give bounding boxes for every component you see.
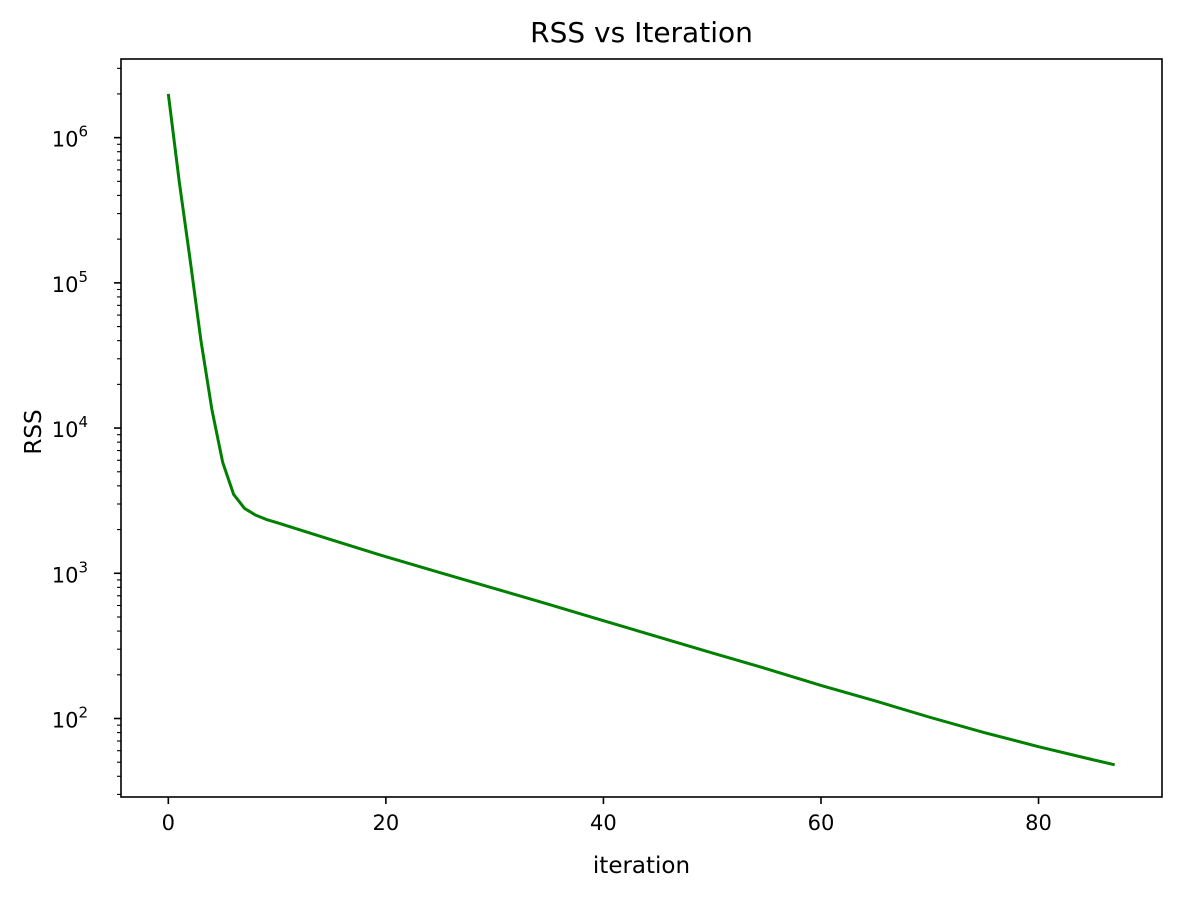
x-tick-label: 0 xyxy=(162,811,175,835)
x-tick-label: 80 xyxy=(1025,811,1052,835)
y-axis-label: RSS xyxy=(21,409,47,454)
x-tick-label: 20 xyxy=(373,811,400,835)
plot-area: 0 20 40 60 80 102 103 104 105 106 xyxy=(52,58,1163,835)
y-tick-label: 105 xyxy=(52,268,88,297)
y-tick-label: 103 xyxy=(52,558,88,587)
x-tick-label: 60 xyxy=(808,811,835,835)
y-tick-label: 106 xyxy=(52,123,88,152)
y-tick-label: 104 xyxy=(52,413,88,442)
series-line-0 xyxy=(166,93,1116,767)
chart-title: RSS vs Iteration xyxy=(530,16,753,49)
y-tick-label: 102 xyxy=(52,703,88,732)
axes-frame xyxy=(120,58,1163,798)
x-tick-label: 40 xyxy=(590,811,617,835)
x-axis-label: iteration xyxy=(593,853,690,879)
